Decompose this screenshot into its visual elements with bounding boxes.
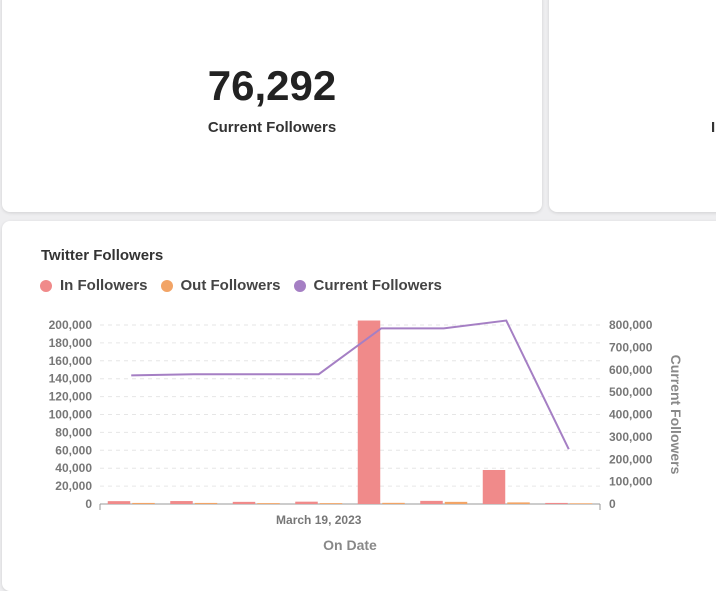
bar-in-followers [545,503,568,504]
x-axis-title: On Date [323,537,377,553]
y2-tick-label: 0 [609,497,616,511]
bar-out-followers [507,502,530,504]
y2-tick-label: 200,000 [609,452,653,466]
line-current-followers [131,321,569,450]
bar-out-followers [445,502,468,504]
chart-plot: 0 20,000 40,000 60,000 80,000 100,000 120,000 1… [2,221,716,581]
bar-out-followers [195,503,218,504]
bar-in-followers [420,501,443,504]
kpi-secondary-label-fragment: I [711,119,715,136]
y2-tick-label: 800,000 [609,318,653,332]
bar-out-followers [257,503,280,504]
y-tick-label: 200,000 [49,318,93,332]
y-tick-label: 40,000 [55,461,92,475]
y2-tick-label: 100,000 [609,475,653,489]
bar-in-followers [170,501,193,504]
chart-card: Twitter Followers In Followers Out Follo… [2,221,716,591]
bar-in-followers [358,321,381,504]
y-tick-label: 60,000 [55,443,92,457]
y-tick-label: 160,000 [49,354,93,368]
bar-out-followers [382,503,405,504]
kpi-card: 76,292 Current Followers [2,0,542,212]
bar-out-followers [570,503,593,504]
y2-tick-label: 300,000 [609,430,653,444]
y2-tick-label: 400,000 [609,408,653,422]
y-tick-label: 140,000 [49,372,93,386]
bar-in-followers [108,501,131,504]
kpi-value: 76,292 [2,62,542,110]
y-tick-label: 80,000 [55,425,92,439]
y-tick-label: 100,000 [49,408,93,422]
bar-in-followers [483,470,506,504]
bar-out-followers [320,503,343,504]
y-tick-label: 180,000 [49,336,93,350]
kpi-card-secondary: I [549,0,716,212]
y2-tick-label: 700,000 [609,340,653,354]
y-tick-label: 120,000 [49,390,93,404]
x-tick-label: March 19, 2023 [276,513,362,527]
y2-axis-title: Current Followers [668,355,684,475]
y2-tick-label: 500,000 [609,385,653,399]
bar-in-followers [295,502,318,504]
y-tick-label: 0 [85,497,92,511]
y-tick-label: 20,000 [55,479,92,493]
kpi-label: Current Followers [2,119,542,136]
bar-in-followers [233,502,256,504]
bar-out-followers [132,503,155,504]
y2-tick-label: 600,000 [609,363,653,377]
